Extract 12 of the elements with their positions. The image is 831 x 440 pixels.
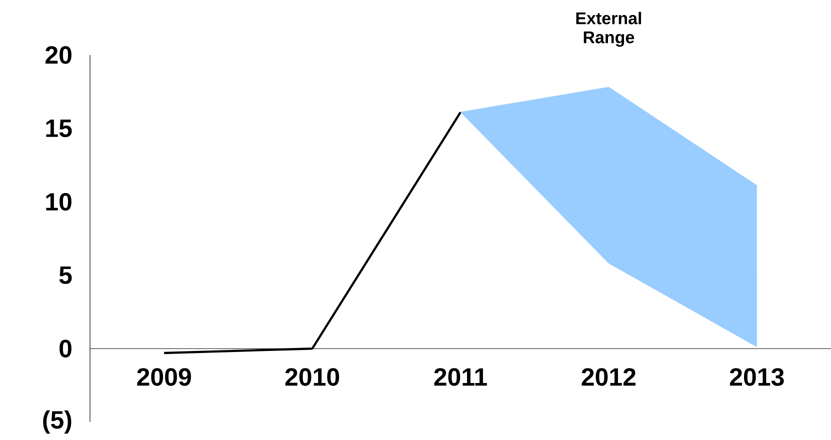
x-tick-label: 2013 bbox=[730, 368, 784, 386]
x-tick-label: 2009 bbox=[137, 368, 191, 386]
y-tick-label: 15 bbox=[46, 120, 72, 138]
y-tick-label: 5 bbox=[59, 266, 72, 284]
text: External Range bbox=[576, 12, 642, 47]
x-tick-label: 2011 bbox=[434, 368, 487, 386]
y-tick-label: 0 bbox=[60, 340, 72, 358]
y-tick-label: (5) bbox=[43, 410, 72, 434]
x-tick-label: 2010 bbox=[285, 368, 340, 386]
y-tick-label: 20 bbox=[46, 46, 72, 64]
x-tick-label: 2012 bbox=[582, 368, 636, 386]
y-tick-label: 10 bbox=[46, 192, 72, 211]
